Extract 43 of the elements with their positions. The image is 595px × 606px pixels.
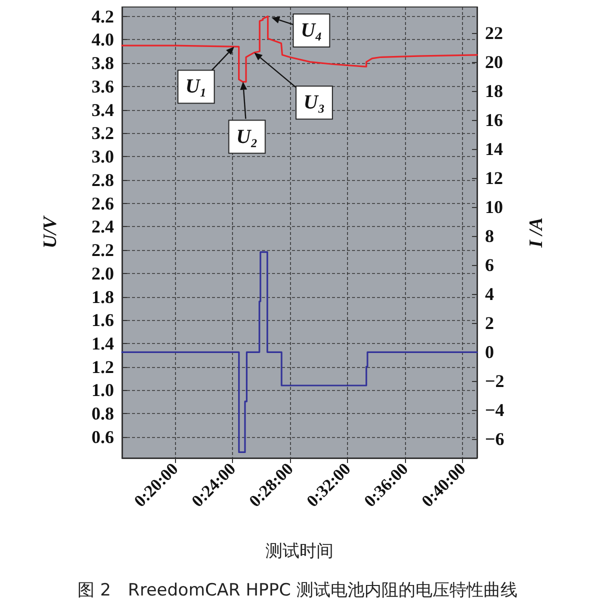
y-tick-label: 3.6 (92, 76, 114, 96)
y-axis-title: U/V (40, 215, 61, 248)
y2-tick-label: 8 (485, 226, 494, 246)
y-tick-label: 1.6 (92, 310, 114, 330)
y2-tick-label: 10 (485, 197, 503, 218)
y-tick-label: 2.8 (92, 170, 114, 190)
text: 图 2 RreedomCAR HPPC 测试电池内阻的电压特性曲线 (78, 580, 518, 600)
y-tick-label: 1.0 (92, 380, 114, 400)
annotation: U₂ (236, 126, 258, 148)
y-tick-label: 3.2 (92, 123, 114, 144)
y2-tick-label: 12 (485, 168, 503, 188)
y-tick-label: 2.4 (92, 216, 114, 237)
y2-tick-label: 6 (485, 255, 494, 276)
y-tick-label: 1.8 (92, 286, 114, 307)
y2-tick-label: −6 (485, 429, 504, 450)
y-tick-label: 2.6 (92, 193, 114, 214)
annotation: U₄ (300, 20, 322, 42)
y2-tick-label: 2 (485, 313, 494, 334)
y-tick-label: 0.8 (92, 404, 114, 424)
y-tick-label: 1.4 (92, 333, 114, 354)
y-tick-label: 0.6 (92, 426, 114, 447)
y-tick-label: 4.2 (92, 6, 114, 26)
y-tick-label: 2.2 (92, 240, 114, 260)
y2-tick-label: 16 (485, 110, 503, 130)
y2-tick-label: 0 (485, 342, 494, 362)
annotation: U₃ (304, 92, 325, 114)
y2-axis-title: I /A (526, 217, 547, 249)
y-tick-label: 2.0 (92, 263, 114, 284)
y-tick-label: 1.2 (92, 356, 114, 377)
line-series (121, 251, 478, 453)
y2-tick-label: −2 (485, 371, 504, 392)
annotation: U₁ (185, 76, 207, 98)
y2-tick-label: −4 (485, 400, 504, 420)
y2-tick-label: 20 (485, 52, 503, 72)
y-tick-label: 3.4 (92, 100, 114, 120)
x-axis-title: 测试时间 (266, 542, 334, 562)
y-tick-label: 4.0 (92, 30, 114, 50)
y-tick-label: 3.0 (92, 146, 114, 167)
y2-tick-label: 22 (485, 23, 503, 44)
y2-tick-label: 18 (485, 81, 503, 102)
y-tick-label: 3.8 (92, 53, 114, 74)
y2-tick-label: 4 (485, 284, 494, 304)
y2-tick-label: 14 (485, 139, 503, 160)
